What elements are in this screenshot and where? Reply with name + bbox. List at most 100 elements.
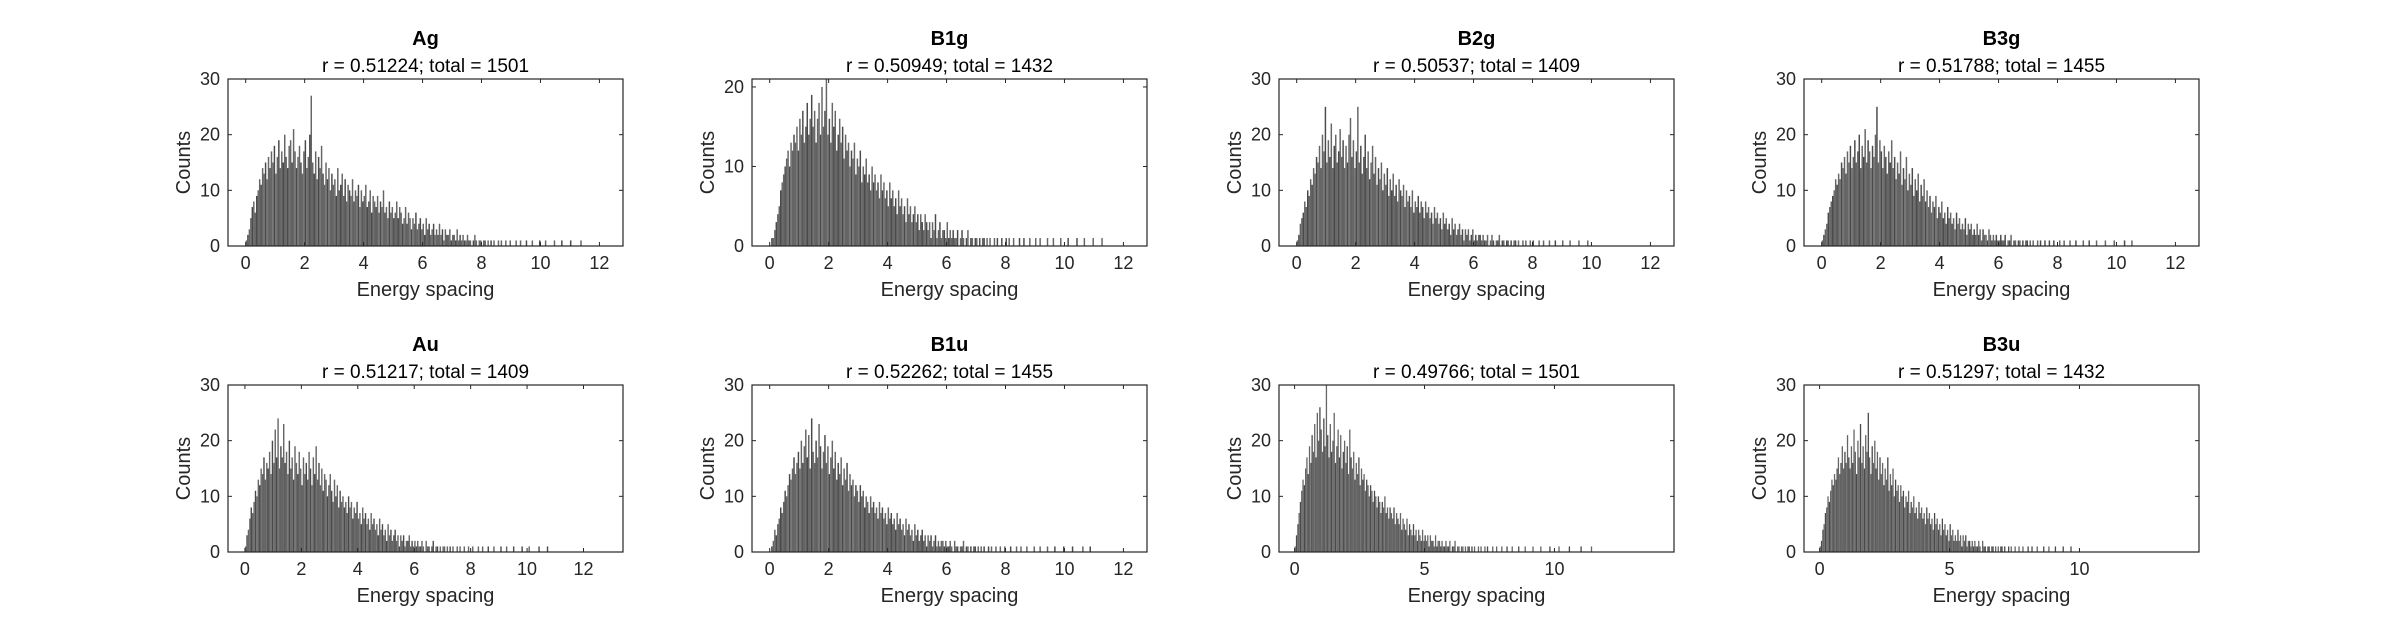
histogram-bar: [1423, 540, 1425, 552]
histogram-bar: [837, 134, 839, 246]
histogram-bar: [453, 234, 455, 246]
histogram-bar: [1841, 446, 1843, 552]
histogram-bar: [886, 190, 888, 246]
histogram-bar: [949, 540, 951, 552]
histogram-bar: [1913, 195, 1915, 246]
histogram-bar: [1419, 212, 1421, 246]
histogram-bar: [1823, 234, 1825, 246]
histogram-bar: [282, 162, 284, 246]
histogram-bar: [538, 546, 540, 552]
histogram-bar: [943, 230, 946, 246]
histogram-bar: [836, 479, 838, 552]
histogram-bar: [924, 535, 926, 552]
histogram-bar: [1484, 546, 1486, 552]
histogram-bar: [866, 501, 869, 552]
histogram-bar: [1345, 145, 1347, 246]
histogram-bar: [2000, 546, 2002, 552]
histogram-bar: [1910, 501, 1912, 552]
histogram-bar: [1503, 240, 1505, 246]
histogram-bar: [1348, 134, 1350, 246]
histogram-bar: [905, 222, 907, 246]
histogram-bar: [1960, 229, 1962, 246]
histogram-bar: [1046, 546, 1049, 552]
histogram-bar: [822, 451, 825, 552]
histogram-bar: [466, 234, 469, 246]
histogram-bar: [247, 529, 250, 552]
histogram-bar: [939, 222, 941, 246]
histogram-bar: [1901, 184, 1903, 246]
histogram-bar: [338, 190, 341, 246]
histogram-bar: [1432, 223, 1434, 246]
histogram-bar: [481, 546, 484, 552]
histogram-bar: [1303, 485, 1305, 552]
histogram-bar: [1398, 179, 1400, 246]
histogram-bar: [347, 496, 350, 552]
histogram-bar: [865, 158, 867, 246]
histogram-bar: [1867, 412, 1869, 552]
histogram-bar: [336, 485, 339, 552]
histogram-bar: [381, 524, 384, 552]
histogram-bar: [1939, 212, 1942, 246]
histogram-bar: [467, 546, 470, 552]
histogram-bar: [862, 166, 865, 246]
histogram-bar: [831, 440, 834, 552]
histogram-bar: [1511, 546, 1513, 552]
histogram-bar: [1483, 240, 1486, 246]
histogram-bar: [465, 240, 467, 246]
histogram-bar: [457, 240, 460, 246]
histogram-bar: [312, 457, 315, 552]
histogram-bar: [837, 462, 839, 552]
histogram-bar: [889, 182, 891, 246]
histogram-bar: [1448, 223, 1450, 246]
histogram-bar: [790, 142, 792, 246]
histogram-bar: [247, 234, 249, 246]
histogram-bar: [1311, 435, 1313, 552]
x-tick-label: 8: [1527, 253, 1537, 273]
histogram-bar: [853, 142, 856, 246]
histogram-bar: [1397, 518, 1399, 552]
histogram-bar: [298, 451, 300, 552]
histogram-bar: [1492, 546, 1494, 552]
histogram-bar: [387, 218, 389, 246]
histogram-bar: [1377, 168, 1380, 246]
histogram-bar: [297, 474, 299, 552]
histogram-bar: [435, 229, 438, 246]
histogram-bar: [456, 546, 458, 552]
histogram-bar: [1977, 234, 1980, 246]
y-axis-label: Counts: [173, 131, 195, 194]
histogram-bar: [906, 198, 909, 246]
histogram-bar: [1879, 457, 1881, 552]
histogram-bar: [1836, 468, 1838, 552]
histogram-bar: [1568, 546, 1571, 552]
histogram-bar: [1346, 162, 1349, 246]
histogram-bar: [1991, 546, 1993, 552]
histogram-bar: [878, 501, 881, 552]
histogram-bar: [1894, 479, 1897, 552]
histogram-bar: [341, 173, 343, 246]
histogram-bar: [810, 94, 813, 247]
histogram-bar: [289, 140, 292, 246]
histogram-bar: [377, 535, 379, 552]
histogram-bar: [267, 468, 269, 552]
histogram-panel-5: 0 2 4 6 8 10 12 0 10 20 30 Au r = 0.51217; total = 1…: [173, 334, 624, 607]
histogram-bar: [475, 240, 478, 246]
histogram-bar: [844, 134, 847, 246]
histogram-bar: [2043, 546, 2045, 552]
histogram-bar: [1896, 490, 1898, 552]
histogram-bar: [1449, 540, 1451, 552]
histogram-bar: [434, 234, 436, 246]
histogram-bar: [1296, 240, 1299, 246]
histogram-bar: [965, 238, 968, 246]
histogram-bar: [928, 222, 931, 246]
histogram-bar: [934, 214, 937, 246]
histogram-bar: [834, 451, 837, 552]
histogram-bar: [859, 150, 862, 246]
histogram-bar: [1020, 546, 1022, 552]
histogram-bar: [447, 234, 450, 246]
histogram-bar: [1308, 195, 1310, 246]
y-tick-label: 20: [1251, 125, 1271, 145]
x-tick-label: 10: [530, 253, 550, 273]
histogram-bar: [1402, 518, 1404, 552]
histogram-bar: [402, 535, 405, 552]
histogram-bar: [1928, 513, 1931, 552]
